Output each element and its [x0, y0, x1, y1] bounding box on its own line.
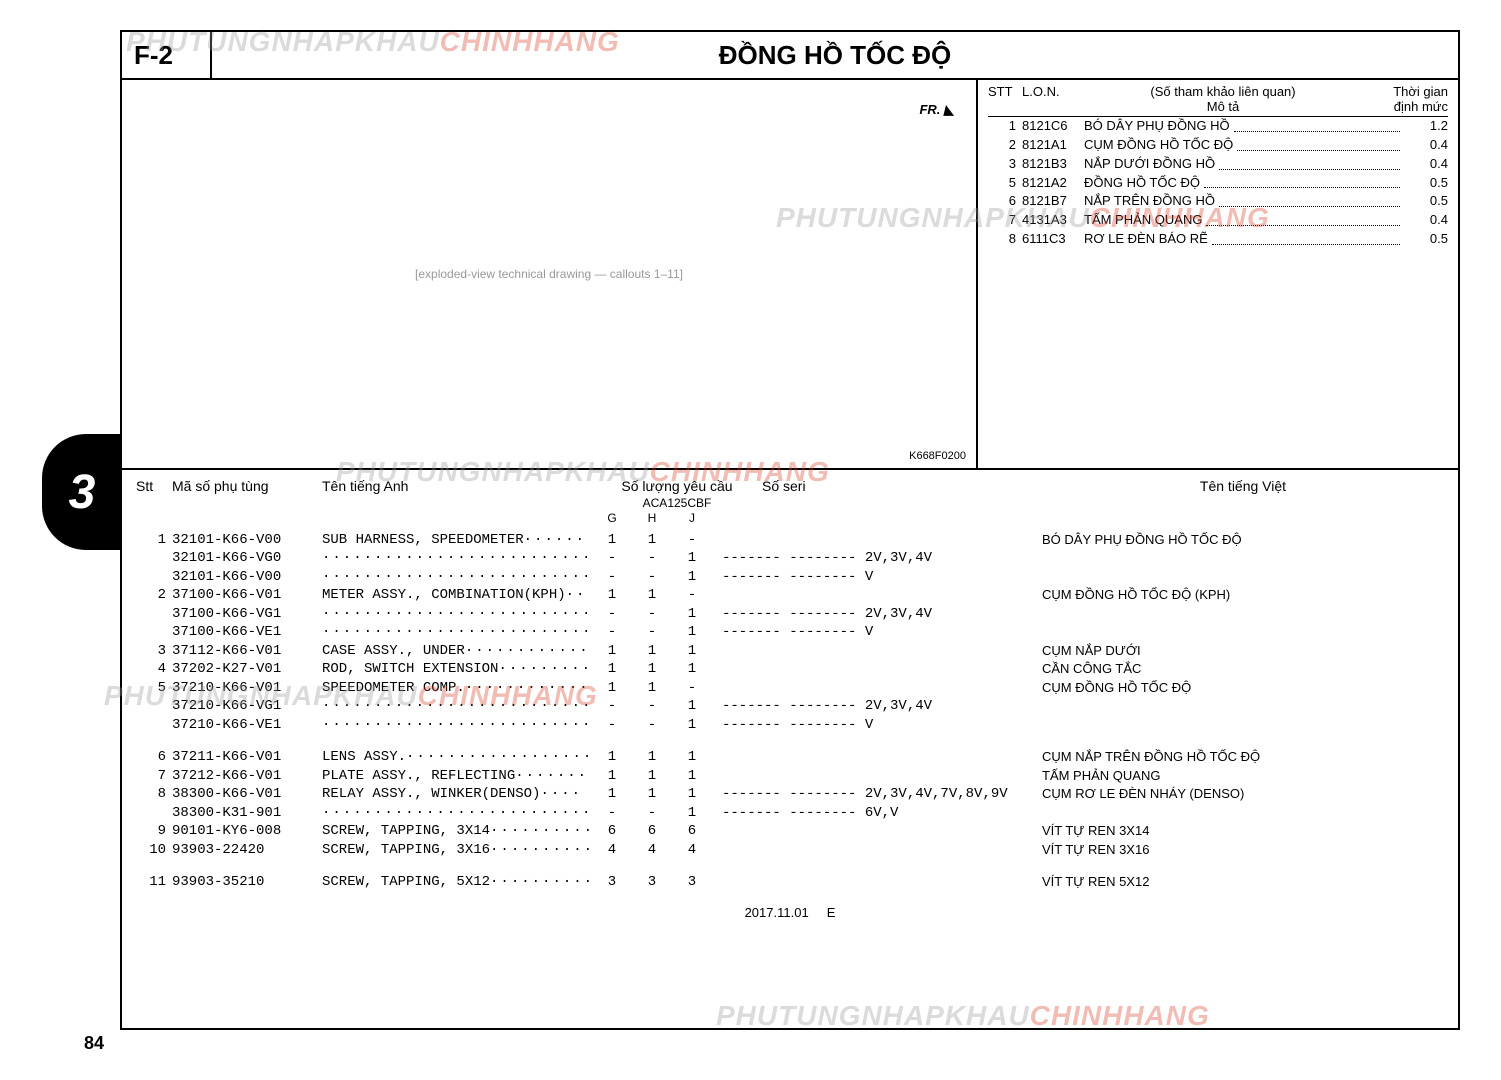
part-row: 37210-K66-VG1 ··························…	[136, 697, 1444, 715]
upper-section: FR. ◣ [exploded-view technical drawing —…	[122, 80, 1458, 470]
lon-row: 28121A1CỤM ĐỒNG HỒ TỐC ĐỘ0.4	[988, 136, 1448, 155]
col-j: J	[672, 511, 712, 525]
part-row: 32101-K66-V00 ··························…	[136, 568, 1444, 586]
diagram-placeholder: [exploded-view technical drawing — callo…	[142, 100, 956, 448]
exploded-diagram: FR. ◣ [exploded-view technical drawing —…	[122, 80, 978, 468]
part-row: 737212-K66-V01PLATE ASSY., REFLECTING ··…	[136, 767, 1444, 785]
lon-head-time: Thời gian định mức	[1362, 84, 1448, 114]
lon-row: 38121B3NẮP DƯỚI ĐỒNG HỒ0.4	[988, 155, 1448, 174]
part-row: 37100-K66-VE1 ··························…	[136, 623, 1444, 641]
ph-vn: Tên tiếng Việt	[1042, 478, 1444, 494]
header-title: ĐỒNG HỒ TỐC ĐỘ	[212, 32, 1458, 78]
part-row: 132101-K66-V00SUB HARNESS, SPEEDOMETER ·…	[136, 531, 1444, 549]
lon-head-stt: STT	[988, 84, 1022, 114]
part-row: 32101-K66-VG0 ··························…	[136, 549, 1444, 567]
parts-sub-head: ACA125CBF	[136, 496, 1444, 510]
page-number: 84	[84, 1033, 104, 1054]
part-row: 1093903-22420SCREW, TAPPING, 3X16 ······…	[136, 841, 1444, 859]
ph-ser: Số seri	[762, 478, 1042, 494]
ghj-head: G H J	[136, 511, 1444, 525]
col-g: G	[592, 511, 632, 525]
lon-row: 86111C3RƠ LE ĐÈN BÁO RẼ0.5	[988, 230, 1448, 249]
lon-head-lon: L.O.N.	[1022, 84, 1084, 114]
ph-qty: Số lượng yêu cầu	[592, 478, 762, 494]
lon-table: STT L.O.N. (Số tham khảo liên quan) Mô t…	[978, 80, 1458, 468]
section-tab: 3	[42, 434, 122, 550]
part-row: 437202-K27-V01ROD, SWITCH EXTENSION ····…	[136, 660, 1444, 678]
model-code: ACA125CBF	[592, 496, 762, 510]
diagram-code: K668F0200	[909, 450, 966, 462]
ph-pn: Mã số phụ tùng	[172, 478, 322, 494]
ph-stt: Stt	[136, 478, 172, 494]
ph-eng: Tên tiếng Anh	[322, 478, 592, 494]
part-row: 1193903-35210SCREW, TAPPING, 5X12 ······…	[136, 873, 1444, 891]
lon-row: 74131A3TẤM PHẢN QUANG0.4	[988, 211, 1448, 230]
part-row: 38300-K31-901 ··························…	[136, 804, 1444, 822]
lon-row: 18121C6BÓ DÂY PHỤ ĐỒNG HỒ1.2	[988, 117, 1448, 136]
part-row: 37100-K66-VG1 ··························…	[136, 605, 1444, 623]
part-row: 838300-K66-V01RELAY ASSY., WINKER(DENSO)…	[136, 785, 1444, 803]
part-row: 237100-K66-V01METER ASSY., COMBINATION(K…	[136, 586, 1444, 604]
part-row: 537210-K66-V01SPEEDOMETER COMP. ········…	[136, 679, 1444, 697]
lon-row: 58121A2ĐỒNG HỒ TỐC ĐỘ0.5	[988, 174, 1448, 193]
part-row: 637211-K66-V01LENS ASSY. ···············…	[136, 748, 1444, 766]
lon-head: STT L.O.N. (Số tham khảo liên quan) Mô t…	[988, 84, 1448, 117]
page-frame: F-2 ĐỒNG HỒ TỐC ĐỘ FR. ◣ [exploded-view …	[120, 30, 1460, 1030]
part-row: 990101-KY6-008SCREW, TAPPING, 3X14 ·····…	[136, 822, 1444, 840]
footer-date: 2017.11.01 E	[122, 905, 1458, 920]
part-row: 37210-K66-VE1 ··························…	[136, 716, 1444, 734]
page-header: F-2 ĐỒNG HỒ TỐC ĐỘ	[122, 32, 1458, 80]
lon-row: 68121B7NẮP TRÊN ĐỒNG HỒ0.5	[988, 192, 1448, 211]
lon-head-desc: (Số tham khảo liên quan) Mô tả	[1084, 84, 1362, 114]
col-h: H	[632, 511, 672, 525]
parts-table: Stt Mã số phụ tùng Tên tiếng Anh Số lượn…	[122, 470, 1458, 899]
parts-head: Stt Mã số phụ tùng Tên tiếng Anh Số lượn…	[136, 478, 1444, 494]
part-row: 337112-K66-V01CASE ASSY., UNDER ········…	[136, 642, 1444, 660]
header-code: F-2	[122, 32, 212, 78]
